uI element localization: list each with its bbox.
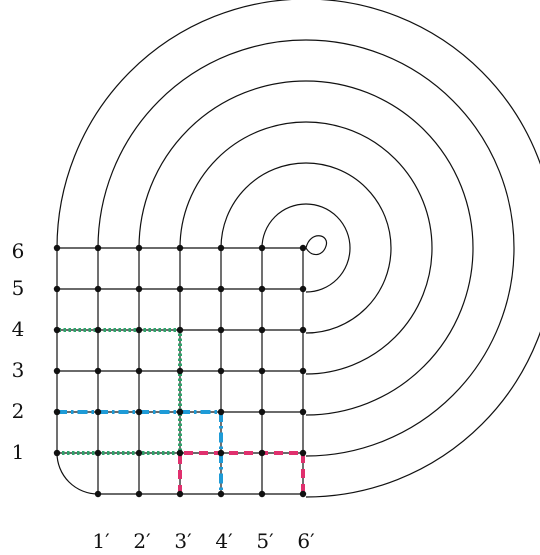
- dot-1-1: [94, 449, 102, 457]
- dot-6-2: [299, 408, 307, 416]
- dot-4-5: [217, 285, 225, 293]
- path-magenta: [178, 451, 305, 494]
- dot-1-5: [94, 285, 102, 293]
- dot-4-3: [217, 367, 225, 375]
- row-label-1: 1: [12, 440, 25, 464]
- dot-3-3: [176, 367, 184, 375]
- dot-4-0: [217, 490, 225, 498]
- dot-5-2: [258, 408, 266, 416]
- dot-2-3: [135, 367, 143, 375]
- dot-2-5: [135, 285, 143, 293]
- dot-1-6: [94, 244, 102, 252]
- column-label-4: 4′: [215, 529, 233, 553]
- dot-0-2: [53, 408, 61, 416]
- corner-curve: [56, 452, 99, 495]
- quarter-arcs: [56, 0, 540, 498]
- arc-0: [56, 0, 540, 498]
- dot-3-6: [176, 244, 184, 252]
- dot-2-1: [135, 449, 143, 457]
- row-label-5: 5: [12, 276, 25, 300]
- column-label-6: 6′: [297, 529, 315, 553]
- column-label-2: 2′: [133, 529, 151, 553]
- row-label-2: 2: [12, 399, 25, 423]
- row-label-3: 3: [12, 358, 25, 382]
- dot-6-0: [299, 490, 307, 498]
- arc-4: [220, 162, 392, 334]
- row-label-4: 4: [12, 317, 25, 341]
- dot-6-3: [299, 367, 307, 375]
- arc-2: [138, 80, 474, 416]
- dot-6-4: [299, 326, 307, 334]
- dot-3-5: [176, 285, 184, 293]
- dot-0-1: [53, 449, 61, 457]
- dot-1-4: [94, 326, 102, 334]
- arc-5: [261, 203, 351, 293]
- dot-1-2: [94, 408, 102, 416]
- dot-3-2: [176, 408, 184, 416]
- dot-5-1: [258, 449, 266, 457]
- column-label-1: 1′: [92, 529, 110, 553]
- dot-5-4: [258, 326, 266, 334]
- column-label-3: 3′: [174, 529, 192, 553]
- dot-5-6: [258, 244, 266, 252]
- dot-2-0: [135, 490, 143, 498]
- dot-5-5: [258, 285, 266, 293]
- row-label-6: 6: [12, 239, 25, 263]
- dot-6-6: [299, 244, 307, 252]
- dot-4-1: [217, 449, 225, 457]
- dot-4-6: [217, 244, 225, 252]
- dot-0-3: [53, 367, 61, 375]
- dot-2-6: [135, 244, 143, 252]
- column-label-5: 5′: [256, 529, 274, 553]
- dot-6-1: [299, 449, 307, 457]
- dot-5-3: [258, 367, 266, 375]
- arc-inner-loop: [305, 235, 328, 256]
- dot-0-6: [53, 244, 61, 252]
- dot-5-0: [258, 490, 266, 498]
- grid-dots: [53, 244, 307, 498]
- dot-6-5: [299, 285, 307, 293]
- dot-1-3: [94, 367, 102, 375]
- dot-3-0: [176, 490, 184, 498]
- path-green: [57, 328, 182, 455]
- dot-4-2: [217, 408, 225, 416]
- dot-0-4: [53, 326, 61, 334]
- dot-1-0: [94, 490, 102, 498]
- dot-2-4: [135, 326, 143, 334]
- arc-1: [97, 39, 515, 457]
- dot-3-4: [176, 326, 184, 334]
- arc-3: [179, 121, 433, 375]
- dot-2-2: [135, 408, 143, 416]
- dot-3-1: [176, 449, 184, 457]
- dot-4-4: [217, 326, 225, 334]
- dot-0-5: [53, 285, 61, 293]
